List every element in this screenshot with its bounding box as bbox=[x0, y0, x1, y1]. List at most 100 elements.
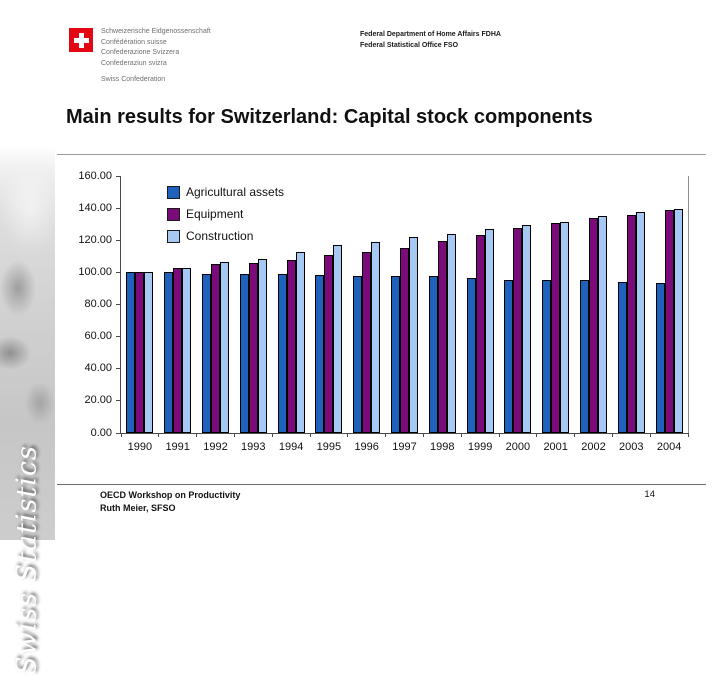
legend-label: Equipment bbox=[186, 207, 244, 221]
bar bbox=[286, 259, 296, 433]
y-tick-label: 20.00 bbox=[84, 394, 112, 407]
chart-plot-area: Agricultural assets Equipment Construction… bbox=[78, 170, 689, 453]
slide: Swiss Statistics Schweizerische Eidgenos… bbox=[0, 27, 706, 675]
bar bbox=[202, 273, 211, 433]
x-axis-tick bbox=[196, 433, 198, 437]
bar bbox=[542, 279, 552, 433]
x-axis-tick bbox=[460, 433, 462, 437]
logo-line-fr: Confédération suisse bbox=[101, 38, 167, 46]
swiss-flag-icon bbox=[69, 28, 93, 52]
bar bbox=[655, 282, 665, 433]
x-tick-label: 1998 bbox=[430, 441, 455, 453]
x-tick-label: 1990 bbox=[127, 441, 153, 453]
footer-divider bbox=[57, 484, 706, 485]
x-tick-label: 1992 bbox=[203, 441, 228, 453]
y-axis-tick bbox=[116, 400, 121, 402]
x-tick-label: 1995 bbox=[316, 441, 342, 453]
y-axis-tick bbox=[116, 304, 121, 305]
bar bbox=[589, 217, 598, 433]
legend-label: Agricultural assets bbox=[186, 185, 285, 199]
bar bbox=[522, 225, 532, 433]
y-tick-label: 60.00 bbox=[84, 330, 112, 343]
flag-cross-horizontal bbox=[73, 37, 89, 43]
chart-legend: Agricultural assets Equipment Construction bbox=[167, 185, 284, 251]
bar bbox=[673, 208, 683, 433]
sidebar-photo-strip: Swiss Statistics bbox=[0, 148, 55, 675]
y-axis-tick bbox=[116, 239, 121, 241]
bar bbox=[164, 271, 174, 433]
x-axis-tick bbox=[649, 433, 651, 437]
y-tick-label: 0.00 bbox=[90, 426, 112, 439]
x-tick-label: 1996 bbox=[354, 441, 379, 453]
y-tick-label: 80.00 bbox=[84, 298, 112, 310]
bar bbox=[248, 262, 258, 433]
bar bbox=[551, 223, 561, 433]
bar bbox=[598, 216, 607, 433]
x-tick-label: 2002 bbox=[581, 441, 606, 453]
y-axis-tick bbox=[116, 336, 121, 338]
bar bbox=[211, 264, 220, 433]
bar bbox=[173, 267, 183, 433]
bar bbox=[333, 245, 343, 433]
logo-line-it: Confederazione Svizzera bbox=[101, 49, 180, 56]
bar bbox=[504, 279, 514, 433]
bar bbox=[664, 209, 674, 433]
footer-credit: OECD Workshop on Productivity Ruth Meier… bbox=[100, 489, 240, 515]
legend-item: Construction bbox=[167, 229, 284, 243]
bar bbox=[560, 221, 570, 433]
y-tick-label: 140.00 bbox=[78, 201, 112, 214]
bar bbox=[484, 229, 494, 433]
y-axis-tick bbox=[116, 368, 121, 370]
x-axis-tick bbox=[574, 433, 576, 437]
x-axis-tick bbox=[385, 433, 387, 437]
page-title: Main results for Switzerland: Capital st… bbox=[66, 106, 593, 128]
bar bbox=[635, 212, 645, 433]
bar bbox=[182, 267, 192, 433]
bar bbox=[315, 274, 325, 433]
x-tick-label: 2000 bbox=[505, 441, 531, 453]
bar bbox=[428, 276, 438, 433]
legend-swatch bbox=[167, 207, 180, 221]
x-tick-label: 2001 bbox=[543, 441, 568, 453]
x-axis-tick bbox=[120, 433, 122, 437]
bar bbox=[144, 272, 154, 433]
bar bbox=[626, 214, 636, 433]
title-divider bbox=[57, 154, 706, 155]
y-tick-label: 160.00 bbox=[78, 169, 112, 182]
department-line2: Federal Statistical Office FSO bbox=[360, 42, 459, 49]
logo-line-rm: Confederaziun svizra bbox=[101, 59, 167, 67]
x-tick-label: 1999 bbox=[467, 441, 493, 453]
bar bbox=[126, 272, 136, 433]
legend-swatch bbox=[167, 185, 180, 199]
x-axis-tick bbox=[347, 433, 349, 437]
bar bbox=[220, 261, 229, 433]
footer-line2: Ruth Meier, SFSO bbox=[100, 503, 176, 513]
y-axis-tick bbox=[116, 432, 121, 434]
logo-caption: Swiss Confederation bbox=[101, 76, 166, 83]
x-tick-label: 2003 bbox=[619, 441, 644, 453]
legend-swatch bbox=[167, 229, 180, 243]
bar bbox=[513, 228, 523, 433]
bar bbox=[617, 282, 627, 433]
y-tick-label: 40.00 bbox=[84, 362, 112, 375]
y-axis-tick bbox=[116, 271, 121, 273]
x-axis-tick bbox=[233, 433, 235, 437]
bar bbox=[446, 233, 456, 433]
bar bbox=[324, 254, 334, 433]
bar bbox=[409, 237, 418, 433]
sidebar-vertical-label: Swiss Statistics bbox=[11, 445, 43, 675]
bar bbox=[475, 234, 485, 433]
bar bbox=[391, 276, 400, 433]
x-axis-tick bbox=[498, 433, 500, 437]
department-text: Federal Department of Home Affairs FDHA … bbox=[360, 29, 501, 51]
bar bbox=[371, 241, 381, 433]
confederation-logo-text: Schweizerische Eidgenossenschaft Confédé… bbox=[101, 27, 211, 69]
y-tick-label: 100.00 bbox=[78, 265, 112, 278]
x-axis-tick bbox=[611, 433, 613, 437]
legend-item: Agricultural assets bbox=[167, 185, 284, 199]
bar bbox=[400, 248, 409, 433]
x-axis-tick bbox=[422, 433, 424, 437]
department-line1: Federal Department of Home Affairs FDHA bbox=[360, 31, 501, 38]
bar bbox=[437, 241, 447, 433]
logo-line-de: Schweizerische Eidgenossenschaft bbox=[101, 28, 211, 35]
